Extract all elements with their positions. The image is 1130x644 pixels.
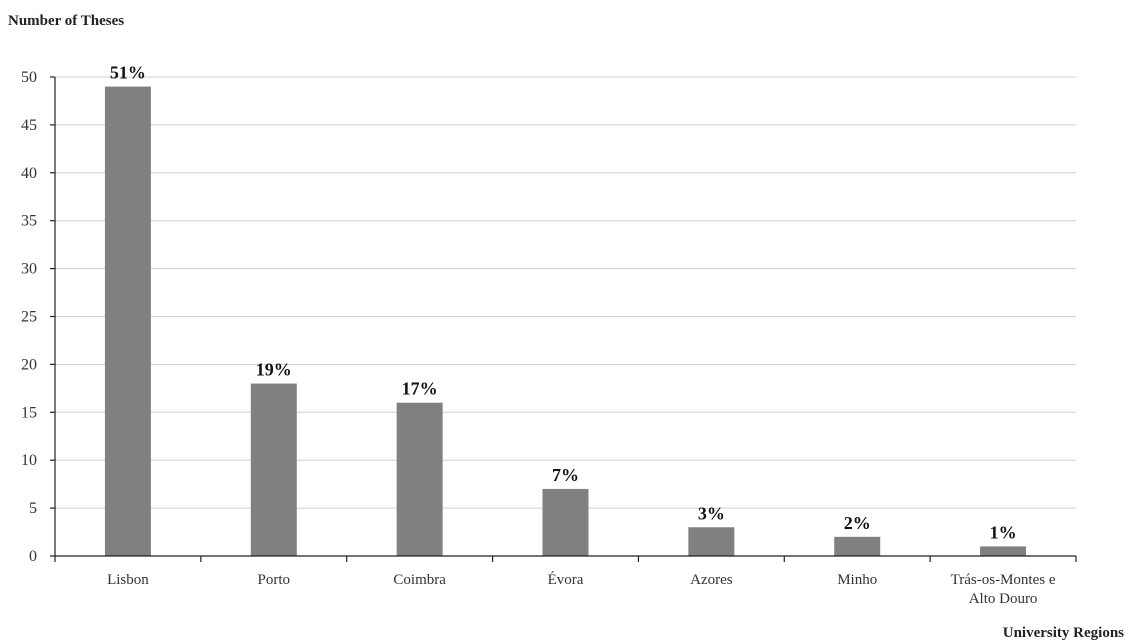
y-tick-label: 20	[21, 356, 37, 373]
gridlines	[55, 76, 1076, 509]
axes	[54, 77, 1077, 562]
bar	[250, 383, 297, 556]
y-tick-label: 30	[21, 261, 37, 278]
data-label: 1%	[990, 522, 1017, 542]
bar	[980, 546, 1027, 556]
x-category-label: Trás-os-Montes e Alto Douro	[951, 572, 1056, 607]
data-label: 7%	[552, 465, 579, 485]
y-tick-label: 40	[21, 165, 37, 182]
y-tick-label: 35	[21, 213, 37, 230]
x-category-label: Azores	[690, 572, 733, 588]
bar	[834, 536, 881, 556]
data-label: 19%	[256, 360, 292, 380]
y-tick-label: 50	[21, 69, 37, 86]
y-tick-label: 10	[21, 452, 37, 469]
x-category-label: Évora	[548, 571, 584, 588]
data-label: 17%	[402, 379, 438, 399]
y-tick-label: 0	[29, 548, 37, 565]
y-tick-label: 5	[29, 500, 37, 517]
y-tick-label: 25	[21, 309, 37, 326]
bar	[542, 488, 589, 556]
data-labels: 51% 19% 17% 7% 3% 2% 1%	[110, 63, 1017, 543]
y-axis-ticks: 0 5 10 15 20 25 30 35 40 45 50	[21, 69, 55, 565]
data-label: 51%	[110, 63, 146, 83]
x-category-label: Minho	[837, 572, 877, 588]
y-tick-label: 15	[21, 404, 37, 421]
y-axis-title: Number of Theses	[8, 13, 124, 29]
bar	[688, 527, 735, 556]
y-tick-label: 45	[21, 117, 37, 134]
x-category-label: Coimbra	[393, 572, 446, 588]
x-category-label: Porto	[258, 572, 291, 588]
bar	[396, 402, 443, 556]
x-axis-title: University Regions	[1003, 625, 1124, 641]
bars	[104, 86, 1027, 556]
x-category-label: Lisbon	[107, 572, 149, 588]
x-axis-categories: Lisbon Porto Coimbra Évora Azores Minho Trás-o…	[107, 571, 1056, 607]
bar	[104, 86, 151, 556]
data-label: 2%	[844, 513, 871, 533]
data-label: 3%	[698, 503, 725, 523]
